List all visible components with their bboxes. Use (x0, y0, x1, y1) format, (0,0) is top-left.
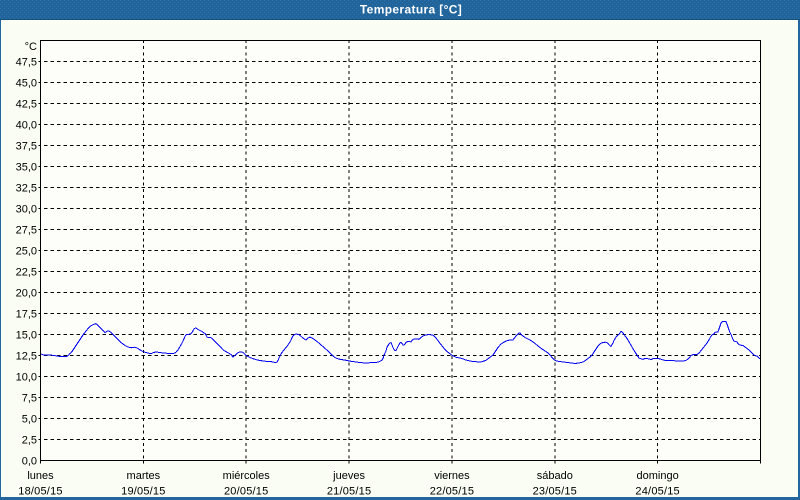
svg-text:24/05/15: 24/05/15 (635, 486, 679, 498)
svg-text:viernes: viernes (434, 470, 470, 482)
svg-text:sábado: sábado (537, 470, 573, 482)
svg-text:47,5: 47,5 (16, 57, 37, 69)
svg-text:18/05/15: 18/05/15 (18, 486, 62, 498)
svg-text:°C: °C (25, 41, 37, 53)
svg-text:2,5: 2,5 (22, 435, 37, 447)
svg-text:miércoles: miércoles (223, 470, 271, 482)
svg-text:25,0: 25,0 (16, 246, 37, 258)
svg-text:30,0: 30,0 (16, 204, 37, 216)
svg-text:32,5: 32,5 (16, 183, 37, 195)
svg-text:40,0: 40,0 (16, 120, 37, 132)
svg-text:20,0: 20,0 (16, 288, 37, 300)
svg-text:19/05/15: 19/05/15 (121, 486, 165, 498)
svg-text:37,5: 37,5 (16, 141, 37, 153)
svg-text:22/05/15: 22/05/15 (430, 486, 474, 498)
svg-text:domingo: domingo (637, 470, 679, 482)
svg-text:22,5: 22,5 (16, 267, 37, 279)
svg-text:5,0: 5,0 (22, 414, 37, 426)
svg-text:0,0: 0,0 (22, 456, 37, 468)
svg-text:martes: martes (127, 470, 161, 482)
svg-text:20/05/15: 20/05/15 (224, 486, 268, 498)
svg-text:15,0: 15,0 (16, 330, 37, 342)
svg-text:lunes: lunes (27, 470, 54, 482)
svg-text:23/05/15: 23/05/15 (533, 486, 577, 498)
svg-text:27,5: 27,5 (16, 225, 37, 237)
svg-text:7,5: 7,5 (22, 393, 37, 405)
svg-text:42,5: 42,5 (16, 99, 37, 111)
svg-text:10,0: 10,0 (16, 372, 37, 384)
svg-text:17,5: 17,5 (16, 309, 37, 321)
svg-text:12,5: 12,5 (16, 351, 37, 363)
svg-text:45,0: 45,0 (16, 78, 37, 90)
svg-text:21/05/15: 21/05/15 (327, 486, 371, 498)
svg-text:Temperatura [°C]: Temperatura [°C] (360, 3, 462, 17)
svg-text:35,0: 35,0 (16, 162, 37, 174)
svg-text:jueves: jueves (332, 470, 365, 482)
